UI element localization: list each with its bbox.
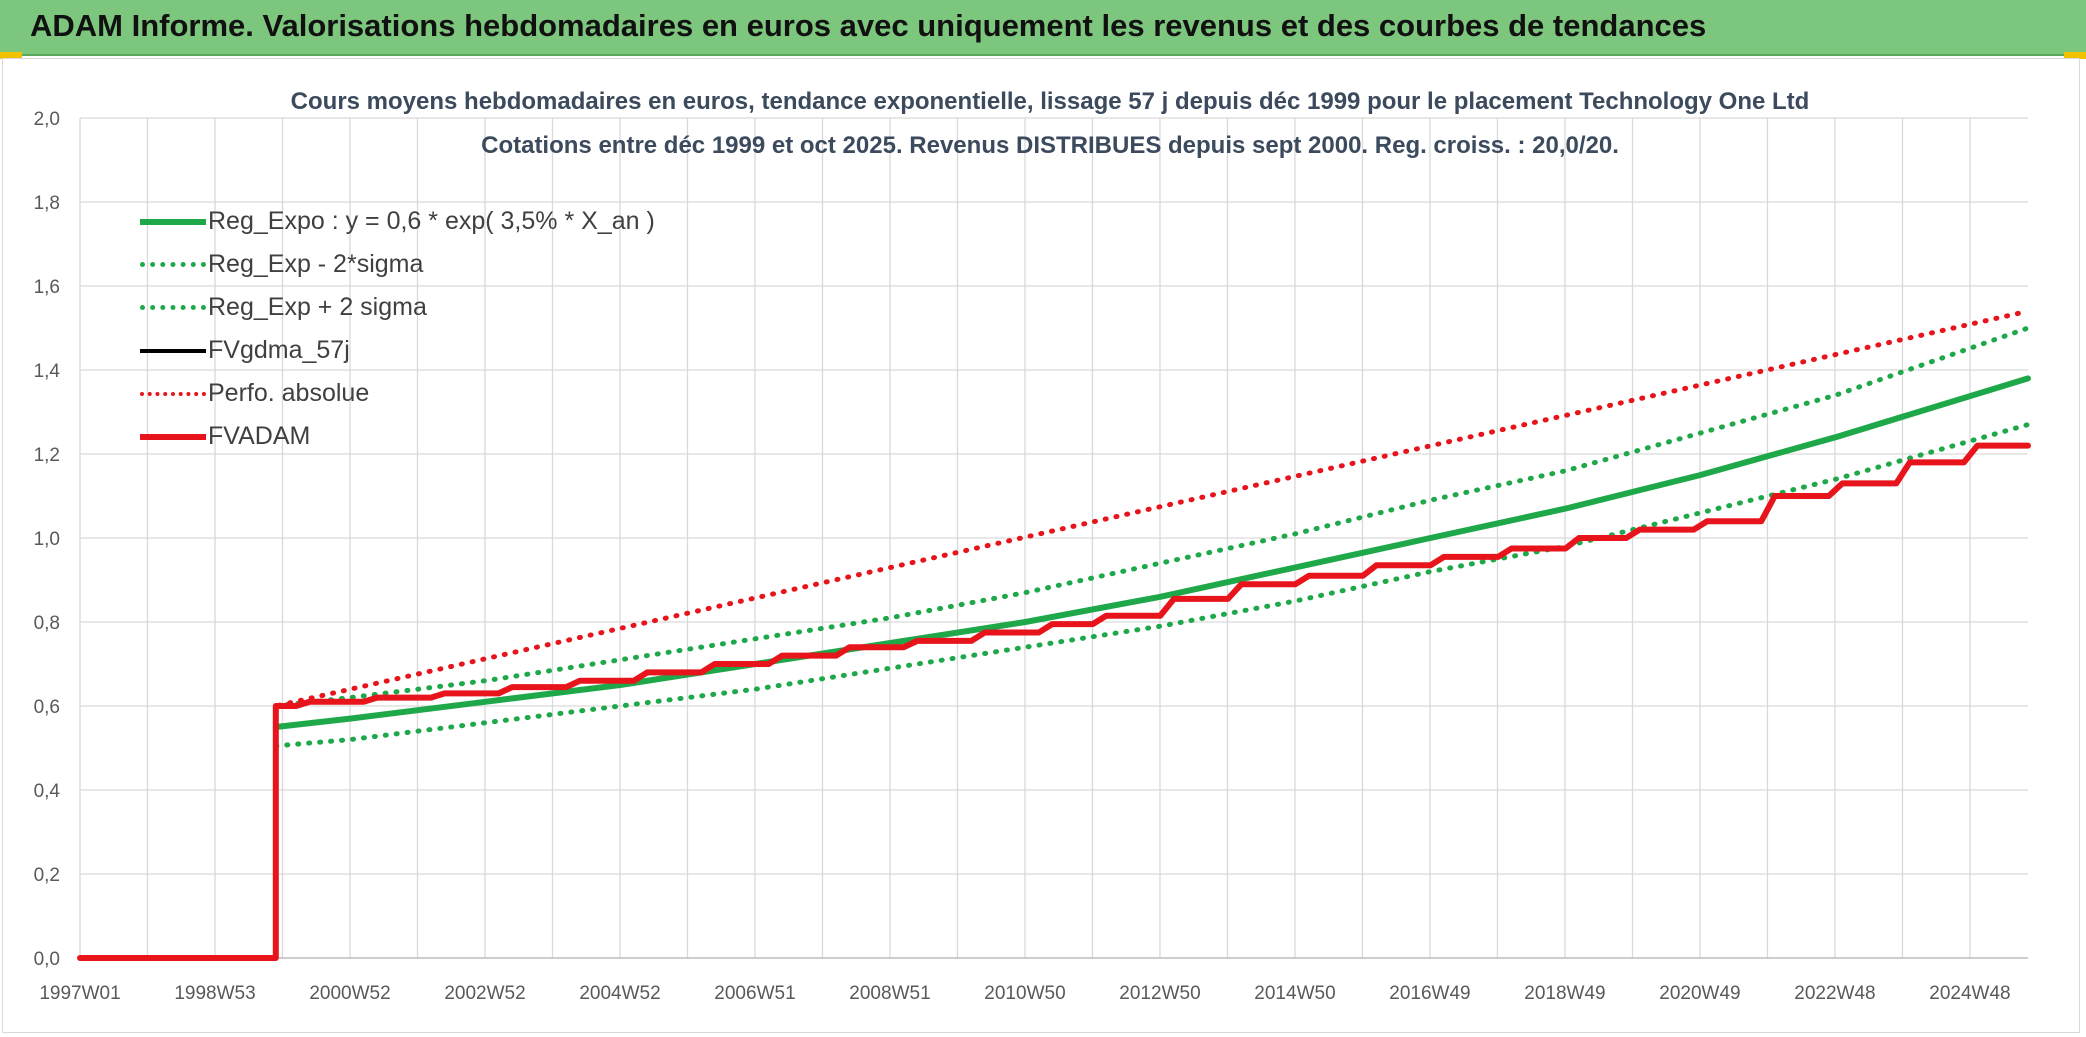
x-tick-label: 1997W01 — [39, 983, 120, 1004]
x-tick-label: 2002W52 — [444, 983, 525, 1004]
x-tick-label: 2006W51 — [714, 983, 795, 1004]
legend-label: Reg_Exp + 2 sigma — [208, 293, 427, 321]
x-tick-label: 2016W49 — [1389, 983, 1470, 1004]
report-banner: ADAM Informe. Valorisations hebdomadaire… — [0, 0, 2086, 56]
chart-series — [77, 308, 2031, 961]
x-tick-label: 2004W52 — [579, 983, 660, 1004]
y-tick-label: 1,0 — [34, 529, 60, 550]
legend-label: Reg_Exp - 2*sigma — [208, 250, 424, 278]
series-line-5 — [77, 442, 2031, 961]
legend-item-reg-exp-plus: Reg_Exp + 2 sigma — [140, 286, 655, 329]
series-line-2 — [273, 325, 2031, 709]
y-tick-label: 0,0 — [34, 949, 60, 970]
y-axis-ticks: 0,0 0,2 0,4 0,6 0,8 1,0 1,2 1,4 1,6 1,8 2,0 — [34, 109, 61, 970]
legend-swatch — [140, 218, 206, 225]
chart-title: Cours moyens hebdomadaires en euros, ten… — [290, 88, 1810, 115]
x-axis-ticks: 1997W01 1998W53 2000W52 2002W52 2004W52 2006W… — [39, 983, 2010, 1004]
y-tick-label: 0,6 — [34, 697, 60, 718]
corner-mark-left — [0, 52, 22, 59]
legend-item-fvadam: FVADAM — [140, 415, 655, 458]
y-tick-label: 0,2 — [34, 865, 60, 886]
x-tick-label: 2012W50 — [1119, 983, 1200, 1004]
legend-item-fvgdma: FVgdma_57j — [140, 329, 655, 372]
chart-frame — [2, 58, 2080, 1033]
legend-swatch — [140, 391, 206, 396]
chart-grid — [79, 117, 2028, 959]
x-tick-label: 2022W48 — [1794, 983, 1875, 1004]
legend-item-reg-exp-minus: Reg_Exp - 2*sigma — [140, 243, 655, 286]
legend-swatch — [140, 305, 206, 310]
x-tick-label: 2024W48 — [1929, 983, 2010, 1004]
report-title: ADAM Informe. Valorisations hebdomadaire… — [30, 8, 1707, 43]
y-tick-label: 1,8 — [34, 193, 60, 214]
y-tick-label: 1,6 — [34, 277, 60, 298]
legend-swatch — [140, 433, 206, 440]
x-tick-label: 2000W52 — [309, 983, 390, 1004]
legend-item-perfo-absolue: Perfo. absolue — [140, 372, 655, 415]
x-tick-label: 2020W49 — [1659, 983, 1740, 1004]
chart-subtitle: Cotations entre déc 1999 et oct 2025. Re… — [481, 132, 1619, 159]
legend-label: FVADAM — [208, 422, 311, 450]
y-tick-label: 1,2 — [34, 445, 60, 466]
legend-swatch — [140, 348, 206, 353]
y-tick-label: 1,4 — [34, 361, 61, 382]
chart-legend: Reg_Expo : y = 0,6 * exp( 3,5% * X_an ) … — [140, 200, 655, 458]
x-tick-label: 2018W49 — [1524, 983, 1605, 1004]
y-tick-label: 0,8 — [34, 613, 60, 634]
x-tick-label: 2010W50 — [984, 983, 1065, 1004]
y-tick-label: 0,4 — [34, 781, 61, 802]
x-tick-label: 1998W53 — [174, 983, 255, 1004]
legend-item-reg-expo: Reg_Expo : y = 0,6 * exp( 3,5% * X_an ) — [140, 200, 655, 243]
legend-label: Reg_Expo : y = 0,6 * exp( 3,5% * X_an ) — [208, 207, 655, 235]
series-line-1 — [273, 422, 2031, 749]
series-line-3 — [274, 444, 2030, 708]
legend-label: Perfo. absolue — [208, 379, 370, 407]
x-tick-label: 2008W51 — [849, 983, 930, 1004]
series-line-0 — [272, 375, 2031, 730]
legend-swatch — [140, 262, 206, 267]
y-tick-label: 2,0 — [34, 109, 60, 130]
legend-label: FVgdma_57j — [208, 336, 350, 364]
corner-mark-right — [2064, 52, 2086, 59]
x-tick-label: 2014W50 — [1254, 983, 1335, 1004]
